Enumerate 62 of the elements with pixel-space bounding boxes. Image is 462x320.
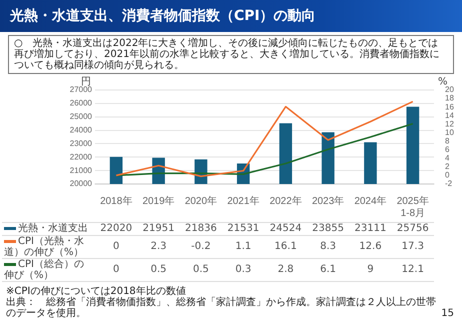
data-label: 16.1	[274, 240, 298, 252]
x-tick-label: 2019年	[142, 194, 175, 207]
data-label: 0.5	[192, 264, 210, 274]
data-label: 0	[112, 264, 120, 274]
data-label: 0.3	[234, 264, 252, 274]
y-tick-label: 20000	[70, 179, 93, 188]
y2-tick-label: 6	[445, 145, 450, 154]
data-label: 2.8	[276, 264, 295, 274]
data-label: 1.1	[234, 240, 252, 252]
y-tick-label: 27000	[70, 85, 93, 94]
data-label: 21531	[226, 222, 260, 234]
data-label: 23855	[311, 222, 345, 234]
y2-tick-label: -2	[445, 179, 453, 188]
x-tick-label: 2020年	[184, 194, 218, 207]
legend-label: CPI（光熱・水道）の伸び（%）	[4, 236, 85, 258]
data-label: 2.3	[150, 240, 168, 252]
text: 15	[441, 308, 454, 319]
source-note: 出典： 総務省「消費者物価指数」、総務省「家計調査」から作成。家計調査は２人以上の世帯のデータを使用。	[6, 297, 436, 319]
x-tick-label: 2023年	[312, 194, 344, 207]
data-label: 8.3	[319, 240, 338, 252]
data-label: 23111	[354, 222, 388, 234]
data-label: 21951	[142, 222, 176, 234]
y2-axis-title: %	[438, 76, 448, 88]
y2-tick-label: 16	[445, 102, 454, 112]
data-label: -0.2	[190, 240, 212, 252]
text: ※CPIの伸びについては2018年比の数値	[6, 286, 187, 297]
y-tick-label: 23000	[70, 138, 93, 148]
y2-tick-label: 10	[445, 128, 454, 137]
y2-tick-label: 8	[445, 136, 450, 146]
data-label: 21836	[184, 222, 218, 234]
y2-tick-label: 4	[445, 154, 450, 163]
chart-title: 光熱・水道支出、消費者物価指数（CPI）の動向	[0, 0, 462, 32]
chart-subtitle: ○ 光熱・水道支出は2022年に大きく増加し、その後に減少傾向に転じたものの、足もとでは再び増加しており、2021年以前の水準と比較すると、大きく増加している。消費者物価指数についても概ね同様の傾向が見られる。	[8, 35, 454, 74]
data-label: 9	[366, 264, 375, 274]
y-tick-label: 24000	[70, 125, 93, 134]
x-tick-label: 2024年	[354, 194, 387, 207]
y2-tick-label: 12	[445, 119, 454, 128]
y-tick-label: 25000	[70, 112, 93, 122]
y2-tick-label: 2	[445, 162, 450, 172]
y2-tick-label: 20	[445, 85, 454, 94]
data-label: 25756	[396, 222, 430, 234]
x-tick-label: 2018年	[100, 194, 132, 207]
y2-tick-label: 18	[445, 94, 454, 103]
legend-label: CPI（総合）の伸び（%）	[4, 259, 85, 281]
legend-label: 光熱・水道支出	[17, 223, 89, 234]
y2-tick-label: 14	[445, 110, 454, 120]
data-label: 12.6	[358, 240, 383, 252]
y-axis-title: 円	[81, 76, 91, 88]
data-label: 12.1	[400, 264, 425, 274]
x-tick-label: 2025年 1-8月	[396, 194, 429, 219]
data-label: 0	[112, 240, 120, 252]
y-tick-label: 21000	[70, 166, 93, 175]
y-tick-label: 26000	[70, 98, 93, 108]
data-label: 24524	[268, 222, 303, 234]
y2-tick-label: 0	[445, 170, 450, 180]
data-label: 22020	[99, 222, 134, 234]
y-tick-label: 22000	[70, 152, 93, 162]
data-label: 17.3	[400, 240, 425, 252]
x-tick-label: 2022年	[270, 194, 302, 207]
data-label: 6.1	[319, 264, 338, 274]
x-tick-label: 2021年	[227, 194, 260, 207]
data-label: 0.5	[150, 264, 168, 274]
